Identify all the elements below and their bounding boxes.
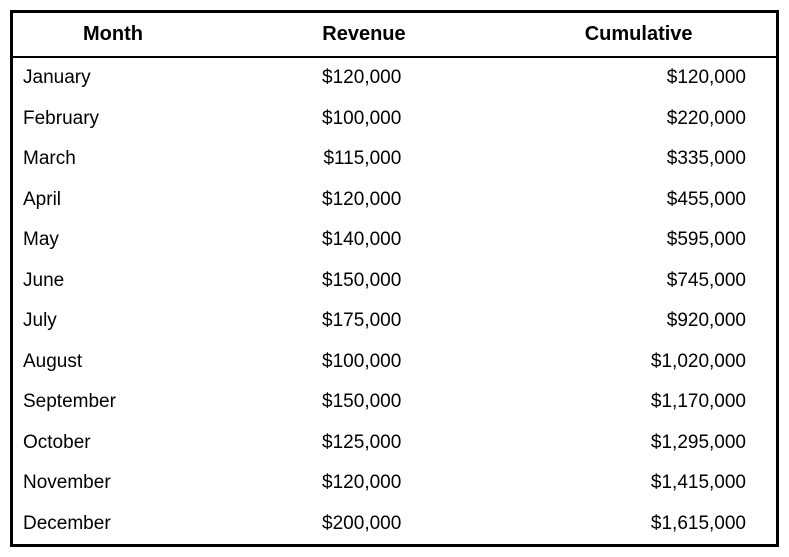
cell-month: June xyxy=(13,261,227,302)
cell-revenue: $125,000 xyxy=(227,423,502,464)
cell-cumulative: $920,000 xyxy=(501,301,776,342)
cell-revenue: $115,000 xyxy=(227,139,502,180)
cell-month: November xyxy=(13,463,227,504)
table-row: April $120,000 $455,000 xyxy=(13,180,776,221)
cell-revenue: $120,000 xyxy=(227,463,502,504)
table-row: September $150,000 $1,170,000 xyxy=(13,382,776,423)
cell-month: April xyxy=(13,180,227,221)
table-row: February $100,000 $220,000 xyxy=(13,99,776,140)
revenue-table-container: Month Revenue Cumulative January $120,00… xyxy=(10,10,779,547)
cell-month: March xyxy=(13,139,227,180)
table-row: October $125,000 $1,295,000 xyxy=(13,423,776,464)
cell-cumulative: $1,615,000 xyxy=(501,504,776,545)
cell-revenue: $100,000 xyxy=(227,342,502,383)
cell-month: September xyxy=(13,382,227,423)
col-header-cumulative: Cumulative xyxy=(501,13,776,57)
cell-month: October xyxy=(13,423,227,464)
table-row: March $115,000 $335,000 xyxy=(13,139,776,180)
table-header-row: Month Revenue Cumulative xyxy=(13,13,776,57)
cell-cumulative: $1,415,000 xyxy=(501,463,776,504)
cell-revenue: $150,000 xyxy=(227,382,502,423)
cell-month: August xyxy=(13,342,227,383)
table-row: July $175,000 $920,000 xyxy=(13,301,776,342)
cell-revenue: $120,000 xyxy=(227,180,502,221)
cell-revenue: $100,000 xyxy=(227,99,502,140)
cell-cumulative: $1,170,000 xyxy=(501,382,776,423)
cell-revenue: $120,000 xyxy=(227,57,502,99)
cell-revenue: $140,000 xyxy=(227,220,502,261)
cell-cumulative: $120,000 xyxy=(501,57,776,99)
cell-month: December xyxy=(13,504,227,545)
cell-month: January xyxy=(13,57,227,99)
col-header-revenue: Revenue xyxy=(227,13,502,57)
cell-cumulative: $1,295,000 xyxy=(501,423,776,464)
table-row: May $140,000 $595,000 xyxy=(13,220,776,261)
table-row: June $150,000 $745,000 xyxy=(13,261,776,302)
cell-cumulative: $335,000 xyxy=(501,139,776,180)
table-row: December $200,000 $1,615,000 xyxy=(13,504,776,545)
cell-cumulative: $745,000 xyxy=(501,261,776,302)
cell-revenue: $200,000 xyxy=(227,504,502,545)
cell-cumulative: $1,020,000 xyxy=(501,342,776,383)
cell-cumulative: $455,000 xyxy=(501,180,776,221)
cell-month: February xyxy=(13,99,227,140)
revenue-table: Month Revenue Cumulative January $120,00… xyxy=(13,13,776,544)
table-row: November $120,000 $1,415,000 xyxy=(13,463,776,504)
cell-cumulative: $595,000 xyxy=(501,220,776,261)
cell-revenue: $175,000 xyxy=(227,301,502,342)
cell-month: July xyxy=(13,301,227,342)
col-header-month: Month xyxy=(13,13,227,57)
table-row: January $120,000 $120,000 xyxy=(13,57,776,99)
table-row: August $100,000 $1,020,000 xyxy=(13,342,776,383)
cell-cumulative: $220,000 xyxy=(501,99,776,140)
cell-revenue: $150,000 xyxy=(227,261,502,302)
cell-month: May xyxy=(13,220,227,261)
